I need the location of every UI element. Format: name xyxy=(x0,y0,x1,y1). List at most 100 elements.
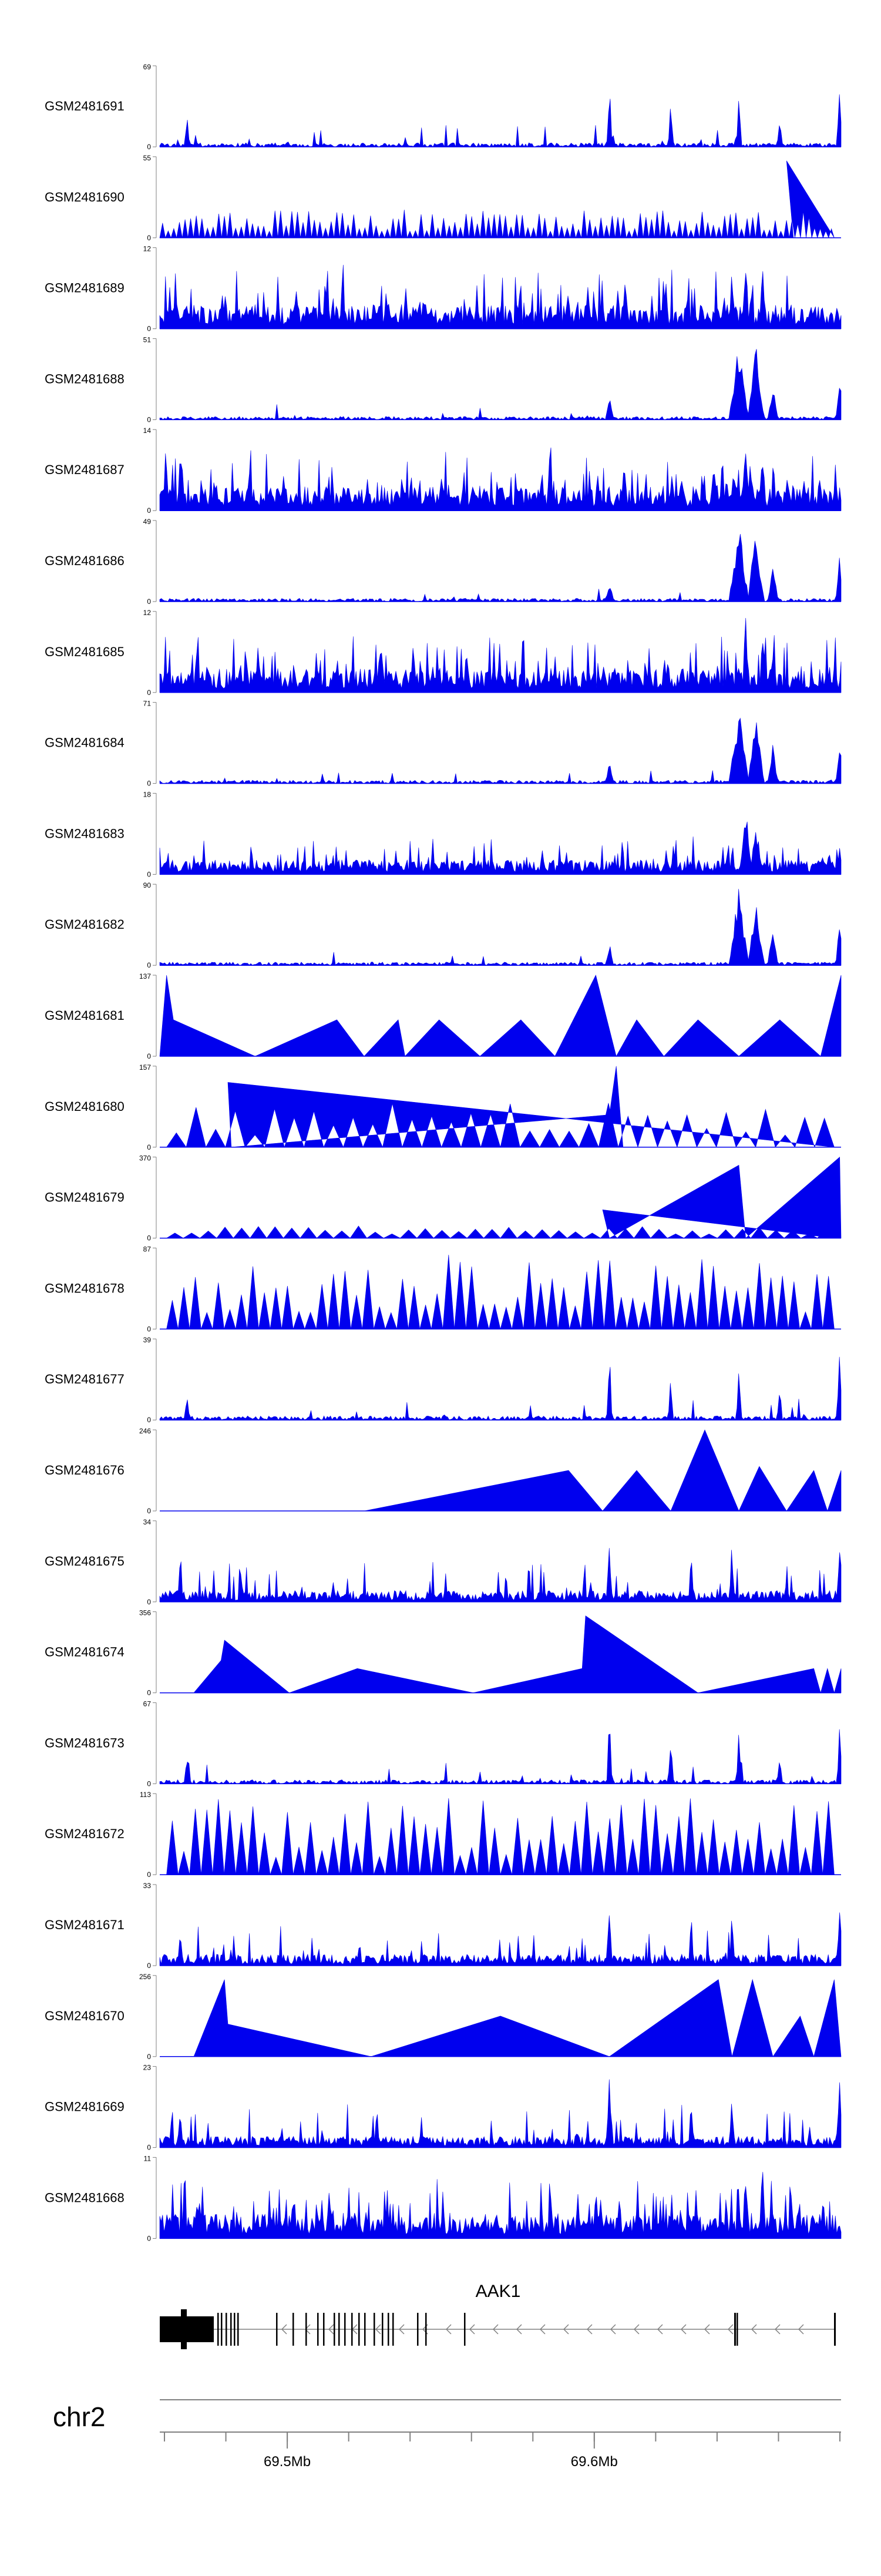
track-min-label: 0 xyxy=(147,780,151,788)
track-max-label: 71 xyxy=(143,700,152,708)
gene-exon xyxy=(276,2313,278,2346)
track-label: GSM2481671 xyxy=(45,1917,125,1932)
strand-arrow xyxy=(281,2324,287,2335)
track-max-label: 67 xyxy=(143,1700,152,1708)
track-GSM2481672: GSM2481672 113 0 xyxy=(45,1791,841,1879)
gene-exon xyxy=(417,2313,419,2346)
track-max-label: 12 xyxy=(143,609,152,617)
gene-exon xyxy=(230,2313,232,2346)
strand-arrow xyxy=(586,2324,593,2335)
strand-arrow xyxy=(751,2324,757,2335)
gene-track: AAK1 xyxy=(160,2282,836,2349)
track-GSM2481680: GSM2481680 157 0 xyxy=(45,1063,841,1151)
track-label: GSM2481685 xyxy=(45,644,125,659)
axis-tick-label: 69.5Mb xyxy=(264,2454,311,2470)
track-GSM2481675: GSM2481675 34 0 xyxy=(45,1518,842,1606)
gene-exon xyxy=(351,2313,353,2346)
strand-arrow xyxy=(633,2324,640,2335)
track-GSM2481671: GSM2481671 33 0 xyxy=(45,1882,842,1970)
track-min-label: 0 xyxy=(147,961,151,969)
signal-area xyxy=(159,717,842,784)
strand-arrow xyxy=(375,2324,381,2335)
track-GSM2481679: GSM2481679 370 0 xyxy=(45,1154,842,1242)
gene-exon xyxy=(734,2313,736,2346)
track-min-label: 0 xyxy=(147,415,151,424)
track-label: GSM2481691 xyxy=(45,99,125,113)
track-max-label: 23 xyxy=(143,2064,152,2072)
track-max-label: 33 xyxy=(143,1882,152,1890)
track-label: GSM2481682 xyxy=(45,917,125,932)
track-min-label: 0 xyxy=(147,688,151,697)
gene-exon xyxy=(834,2313,836,2346)
signal-area xyxy=(159,889,842,966)
track-GSM2481685: GSM2481685 12 0 xyxy=(45,609,842,697)
gene-exon xyxy=(737,2313,738,2346)
track-min-label: 0 xyxy=(147,1416,151,1424)
track-label: GSM2481689 xyxy=(45,281,125,295)
track-min-label: 0 xyxy=(147,597,151,606)
track-GSM2481670: GSM2481670 256 0 xyxy=(45,1973,842,2061)
signal-area xyxy=(159,2172,842,2239)
track-GSM2481687: GSM2481687 14 0 xyxy=(45,426,842,515)
signal-area xyxy=(159,1912,842,1966)
signal-area xyxy=(160,1798,841,1875)
track-max-label: 51 xyxy=(143,335,152,344)
track-GSM2481668: GSM2481668 11 0 xyxy=(45,2154,842,2242)
signal-area xyxy=(159,264,842,329)
track-label: GSM2481669 xyxy=(45,2100,125,2114)
gene-exon xyxy=(364,2313,366,2346)
track-GSM2481676: GSM2481676 246 0 xyxy=(45,1427,842,1515)
signal-area xyxy=(159,2079,842,2148)
track-label: GSM2481683 xyxy=(45,826,125,841)
track-min-label: 0 xyxy=(147,1507,151,1515)
track-GSM2481674: GSM2481674 356 0 xyxy=(45,1609,842,1697)
track-min-label: 0 xyxy=(147,1234,151,1242)
track-max-label: 49 xyxy=(143,518,152,526)
strand-arrow xyxy=(680,2324,687,2335)
track-max-label: 246 xyxy=(139,1427,151,1435)
track-GSM2481673: GSM2481673 67 0 xyxy=(45,1700,842,1788)
gene-exon xyxy=(392,2313,394,2346)
track-min-label: 0 xyxy=(147,1870,151,1879)
track-label: GSM2481681 xyxy=(45,1008,125,1023)
track-min-label: 0 xyxy=(147,1779,151,1788)
signal-area xyxy=(160,1254,841,1330)
track-max-label: 90 xyxy=(143,881,152,889)
track-label: GSM2481672 xyxy=(45,1826,125,1841)
gene-exon xyxy=(292,2313,294,2346)
signal-area xyxy=(159,160,841,239)
signal-area xyxy=(160,1429,842,1512)
strand-arrow xyxy=(516,2324,522,2335)
track-GSM2481691: GSM2481691 69 0 xyxy=(45,63,842,151)
gene-exon xyxy=(464,2313,466,2346)
track-min-label: 0 xyxy=(147,2144,151,2152)
strand-arrow xyxy=(704,2324,710,2335)
strand-arrow xyxy=(657,2324,663,2335)
signal-area xyxy=(159,1548,842,1603)
strand-arrow xyxy=(469,2324,475,2335)
chromosome-label: chr2 xyxy=(53,2402,105,2432)
track-label: GSM2481690 xyxy=(45,190,125,204)
track-GSM2481689: GSM2481689 12 0 xyxy=(45,245,842,333)
gene-exon xyxy=(334,2313,335,2346)
track-max-label: 55 xyxy=(143,154,152,162)
track-min-label: 0 xyxy=(147,1052,151,1060)
strand-arrow xyxy=(398,2324,405,2335)
track-max-label: 39 xyxy=(143,1336,152,1344)
gene-exon xyxy=(344,2313,346,2346)
signal-area xyxy=(159,821,842,875)
strand-arrow xyxy=(539,2324,546,2335)
gene-exon xyxy=(305,2313,307,2346)
signal-area xyxy=(160,1066,841,1148)
gene-exon xyxy=(382,2313,384,2346)
track-GSM2481677: GSM2481677 39 0 xyxy=(45,1336,842,1424)
track-min-label: 0 xyxy=(147,2053,151,2061)
track-label: GSM2481688 xyxy=(45,371,125,386)
track-max-label: 34 xyxy=(143,1518,152,1526)
track-min-label: 0 xyxy=(147,1143,151,1151)
track-max-label: 356 xyxy=(139,1609,151,1617)
signal-area xyxy=(159,975,842,1057)
signal-area xyxy=(159,1729,842,1784)
track-min-label: 0 xyxy=(147,506,151,515)
